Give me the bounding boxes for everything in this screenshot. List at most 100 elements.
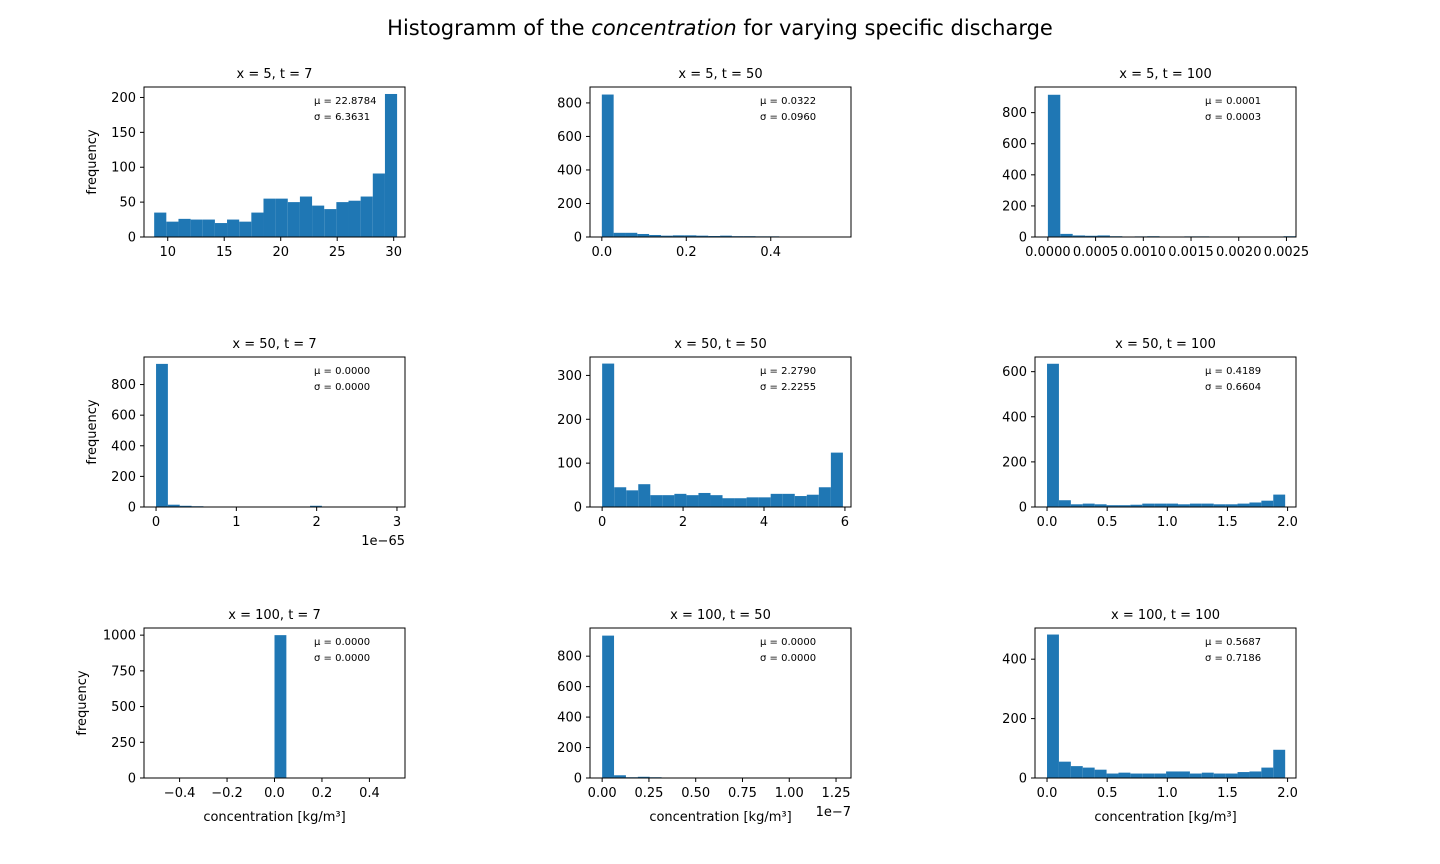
histogram-bar — [637, 776, 650, 778]
histogram-bar — [1142, 773, 1155, 778]
x-axis-label: concentration [kg/m³] — [649, 810, 791, 825]
histogram-bar — [274, 635, 287, 778]
histogram-bar — [626, 490, 639, 507]
x-tick-label: 25 — [329, 245, 346, 260]
histogram-bar — [1273, 494, 1286, 507]
histogram-bar — [1225, 504, 1238, 507]
y-tick-label: 100 — [111, 161, 136, 176]
histogram-bar — [1273, 749, 1286, 778]
stat-std: σ = 2.2255 — [760, 382, 816, 393]
histogram-bar — [1261, 500, 1274, 507]
y-tick-label: 600 — [557, 130, 582, 145]
histogram-bar — [1178, 771, 1190, 778]
histogram-bar — [601, 94, 614, 237]
histogram-bar — [156, 363, 168, 507]
histogram-bar — [720, 235, 732, 237]
histogram-bar — [746, 497, 759, 507]
histogram-bar — [312, 205, 325, 237]
histogram-bar — [1154, 773, 1167, 778]
x-tick-label: 0.0010 — [1121, 245, 1167, 260]
axes-frame — [143, 356, 406, 508]
stat-std: σ = 0.0003 — [1205, 112, 1261, 123]
histogram-bar — [1058, 761, 1071, 778]
histogram-bar — [1082, 767, 1095, 778]
histogram-bar — [1189, 503, 1202, 507]
x-tick-label: 3 — [393, 515, 401, 530]
y-tick-label: 0 — [1019, 501, 1027, 516]
histogram-bar — [614, 487, 627, 507]
histogram-bar — [336, 202, 349, 237]
histogram-bar — [672, 235, 685, 237]
histogram-bar — [806, 494, 819, 507]
histogram-bar — [1070, 504, 1083, 507]
histogram-bar — [1189, 773, 1202, 778]
x-tick-label: −0.4 — [164, 786, 196, 801]
y-tick-label: 1000 — [103, 629, 136, 644]
y-tick-label: 50 — [119, 196, 136, 211]
x-tick-label: 0.0000 — [1025, 245, 1071, 260]
histogram-bar — [613, 232, 626, 237]
histogram-bar — [770, 493, 783, 507]
histogram-bar — [1213, 773, 1226, 778]
x-axis-offset: 1e−65 — [361, 534, 405, 549]
y-tick-label: 400 — [1002, 653, 1027, 668]
y-tick-label: 0 — [574, 772, 582, 787]
y-tick-label: 200 — [1002, 455, 1027, 470]
stat-std: σ = 0.6604 — [1205, 382, 1261, 393]
x-tick-label: 30 — [385, 245, 402, 260]
histogram-bar — [348, 200, 361, 237]
y-tick-label: 0 — [574, 501, 582, 516]
y-tick-label: 600 — [1002, 365, 1027, 380]
x-tick-label: 0.0005 — [1073, 245, 1119, 260]
subplot-title: x = 100, t = 100 — [1111, 608, 1220, 623]
histogram-bar — [1060, 233, 1073, 237]
x-axis-label: concentration [kg/m³] — [203, 810, 345, 825]
subplot: 0 1 2 3 0 200 400 600 800 x = 50, t = 7 μ = 0.0000… — [85, 337, 406, 549]
histogram-bar — [1094, 769, 1107, 778]
subplot-title: x = 5, t = 7 — [237, 67, 313, 82]
x-tick-label: 2 — [679, 515, 687, 530]
y-tick-label: 400 — [557, 163, 582, 178]
histogram-bar — [1130, 773, 1143, 778]
y-tick-label: 150 — [111, 126, 136, 141]
histogram-bar — [686, 495, 699, 507]
x-tick-label: 0.0 — [1037, 515, 1058, 530]
y-tick-label: 0 — [128, 501, 136, 516]
y-tick-label: 750 — [111, 664, 136, 679]
histogram-bar — [202, 219, 215, 237]
histogram-bar — [179, 505, 192, 507]
y-tick-label: 600 — [1002, 137, 1027, 152]
x-tick-label: 1.0 — [1157, 786, 1178, 801]
axes-frame — [1034, 356, 1297, 508]
histogram-bar — [660, 235, 673, 237]
histogram-bar — [1118, 772, 1131, 778]
histogram-bar — [324, 209, 337, 237]
histogram-bar — [166, 221, 179, 237]
histogram-bar — [1249, 771, 1262, 778]
x-tick-label: 0.25 — [634, 786, 663, 801]
y-tick-label: 800 — [1002, 106, 1027, 121]
histogram-bar — [696, 235, 709, 237]
y-tick-label: 100 — [557, 457, 582, 472]
x-tick-label: 2.0 — [1277, 786, 1298, 801]
y-tick-label: 800 — [557, 96, 582, 111]
x-tick-label: 0.00 — [588, 786, 617, 801]
y-tick-label: 800 — [111, 378, 136, 393]
histogram-bar — [214, 223, 228, 237]
histogram-bar — [602, 635, 615, 778]
histogram-bar — [722, 498, 735, 507]
histogram-bar — [1166, 503, 1179, 507]
histogram-bar — [239, 221, 252, 237]
subplot-title: x = 100, t = 50 — [670, 608, 771, 623]
histogram-bar — [287, 202, 300, 237]
histogram-bar — [1097, 235, 1110, 237]
histogram-bar — [614, 775, 626, 778]
y-tick-label: 200 — [557, 197, 582, 212]
stat-std: σ = 0.0960 — [760, 112, 816, 123]
histogram-bar — [1237, 772, 1250, 778]
histogram-bar — [650, 495, 663, 507]
histogram-bar — [734, 498, 747, 507]
x-tick-label: 0.2 — [676, 245, 697, 260]
